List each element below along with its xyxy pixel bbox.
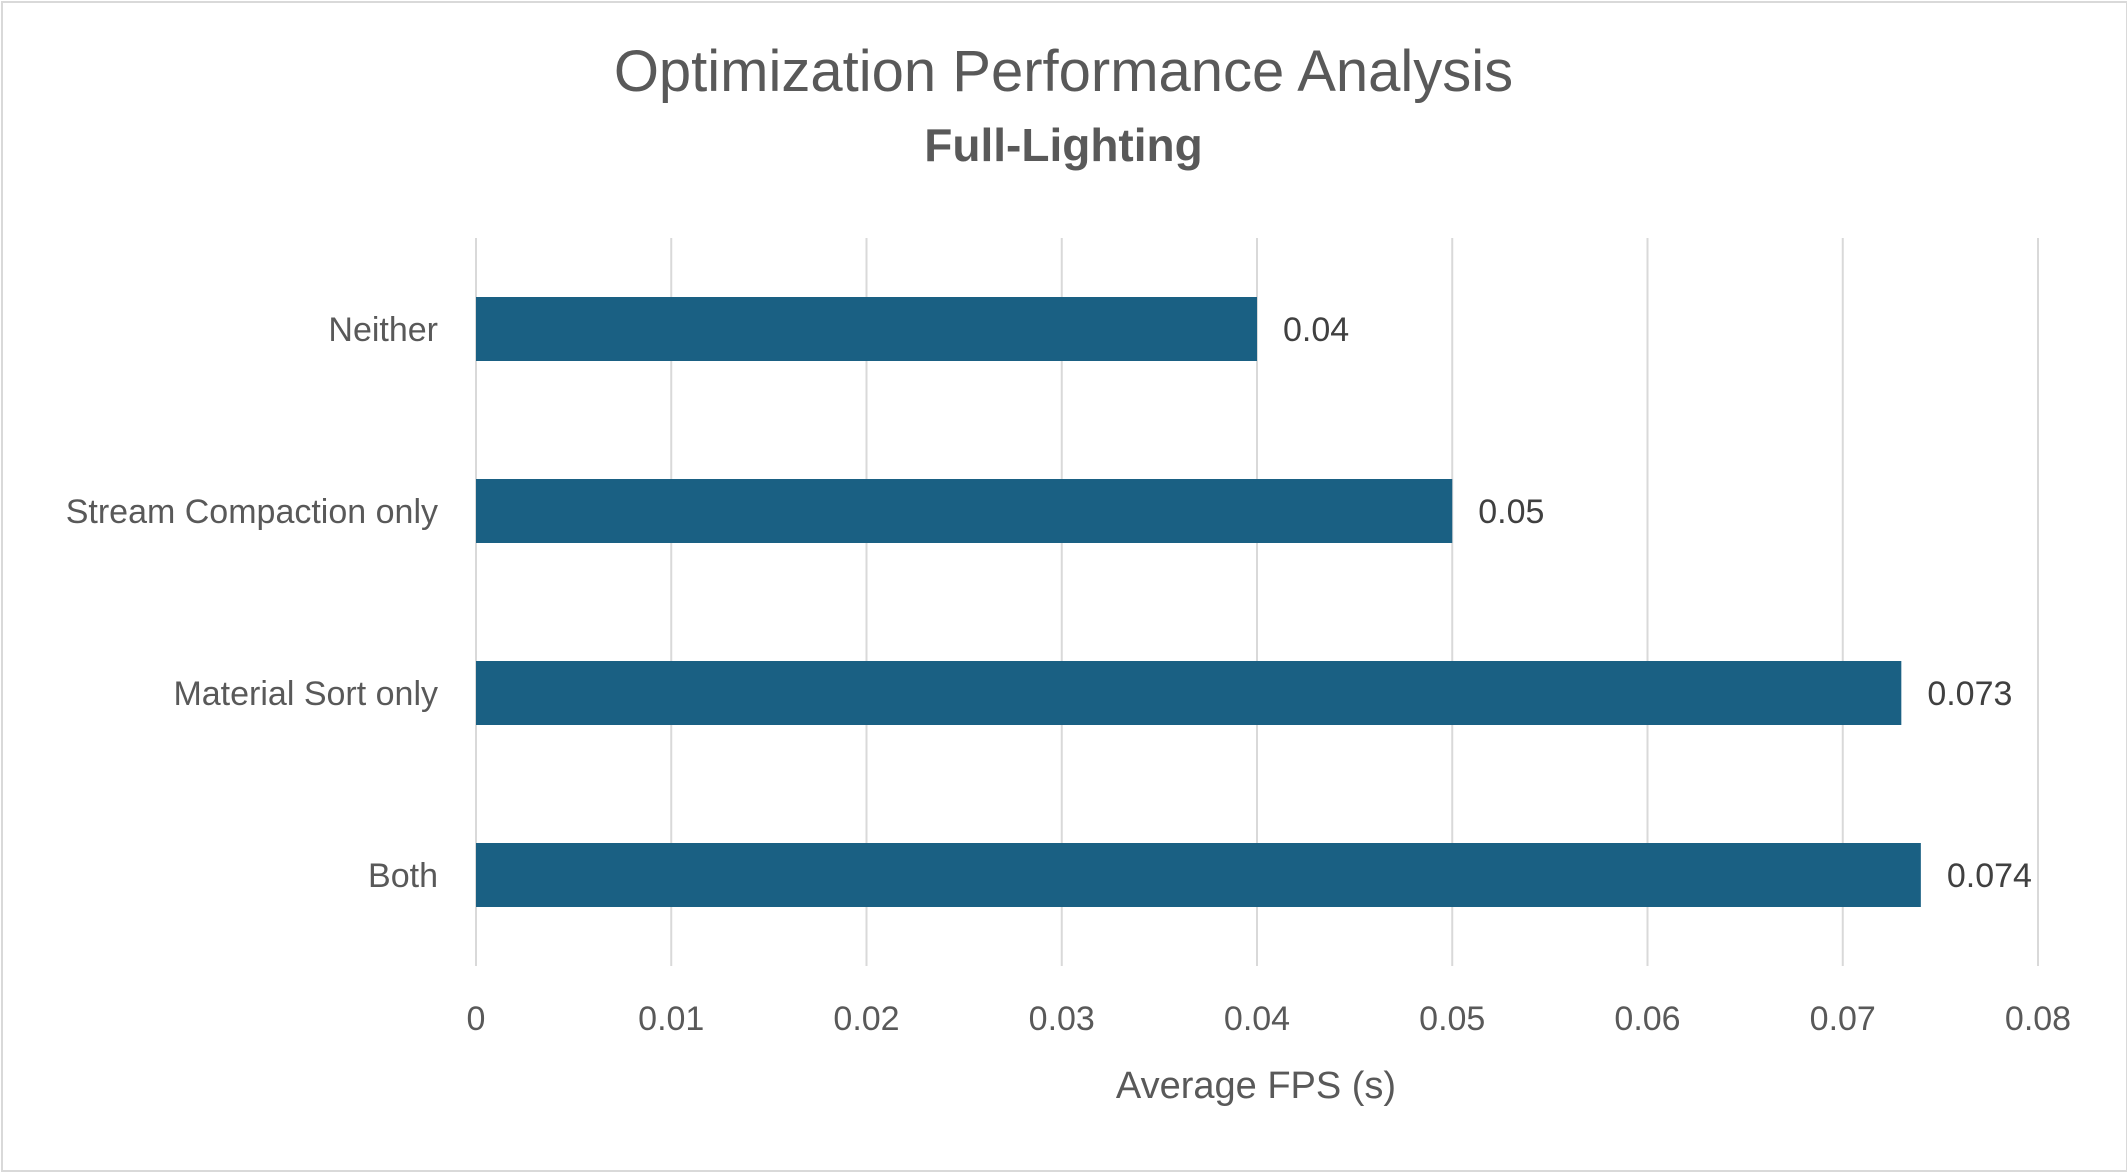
value-axis-tick-labels: 0 0.01 0.02 0.03 0.04 0.05 0.06 0.07 0.08 [467, 1000, 2072, 1038]
category-label: Both [368, 857, 438, 895]
bar [476, 661, 1902, 725]
category-label: Neither [328, 311, 438, 349]
data-label: 0.04 [1283, 311, 1349, 349]
chart-subtitle: Full-Lighting [924, 119, 1203, 171]
bar [476, 297, 1257, 361]
data-label: 0.073 [1927, 675, 2012, 713]
data-label: 0.05 [1478, 493, 1544, 531]
bar [476, 479, 1453, 543]
x-tick-label: 0.08 [2005, 1000, 2071, 1038]
x-tick-label: 0.02 [833, 1000, 899, 1038]
bars [476, 297, 1921, 907]
category-label: Material Sort only [173, 675, 438, 713]
x-tick-label: 0.07 [1810, 1000, 1876, 1038]
data-labels: 0.04 0.05 0.073 0.074 [1283, 311, 2032, 895]
x-axis-title: Average FPS (s) [1116, 1065, 1396, 1107]
category-label: Stream Compaction only [66, 493, 438, 531]
data-label: 0.074 [1947, 857, 2032, 895]
x-tick-label: 0.01 [638, 1000, 704, 1038]
x-tick-label: 0 [467, 1000, 486, 1038]
x-tick-label: 0.03 [1029, 1000, 1095, 1038]
chart-title: Optimization Performance Analysis [613, 39, 1514, 104]
x-tick-label: 0.05 [1419, 1000, 1485, 1038]
category-axis-labels: Neither Stream Compaction only Material So… [66, 311, 438, 895]
x-tick-label: 0.04 [1224, 1000, 1290, 1038]
x-tick-label: 0.06 [1614, 1000, 1680, 1038]
bar [476, 843, 1921, 907]
